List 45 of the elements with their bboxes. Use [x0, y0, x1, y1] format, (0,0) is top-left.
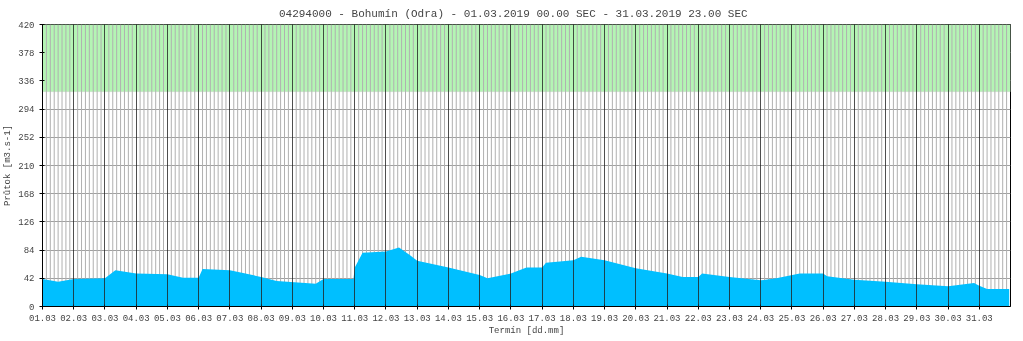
x-axis-title: Termín [dd.mm]	[488, 325, 565, 336]
y-tick-label: 378	[18, 48, 35, 59]
x-tick-label: 29.03	[903, 313, 931, 324]
x-tick-label: 11.03	[341, 313, 369, 324]
x-tick-label: 28.03	[872, 313, 900, 324]
x-tick-label: 08.03	[247, 313, 275, 324]
x-tick-label: 18.03	[559, 313, 587, 324]
y-tick-label: 42	[23, 274, 35, 285]
x-tick-label: 09.03	[278, 313, 306, 324]
x-tick-label: 21.03	[653, 313, 681, 324]
x-tick-label: 17.03	[528, 313, 556, 324]
x-tick-label: 02.03	[60, 313, 88, 324]
y-tick-label: 294	[18, 105, 35, 116]
x-tick-label: 22.03	[684, 313, 712, 324]
x-tick-label: 07.03	[216, 313, 244, 324]
x-tick-label: 27.03	[840, 313, 868, 324]
x-tick-label: 15.03	[466, 313, 494, 324]
y-tick-label: 252	[18, 133, 35, 144]
x-tick-label: 26.03	[809, 313, 837, 324]
x-tick-label: 05.03	[153, 313, 181, 324]
y-tick-label: 126	[18, 217, 35, 228]
x-tick-label: 14.03	[434, 313, 462, 324]
x-tick-label: 31.03	[965, 313, 993, 324]
x-tick-label: 30.03	[934, 313, 962, 324]
x-tick-label: 25.03	[778, 313, 806, 324]
y-tick-label: 84	[23, 246, 35, 257]
x-tick-label: 16.03	[497, 313, 525, 324]
x-tick-label: 06.03	[185, 313, 213, 324]
x-tick-label: 23.03	[715, 313, 743, 324]
x-tick-label: 20.03	[622, 313, 650, 324]
x-tick-label: 12.03	[372, 313, 400, 324]
y-axis-title: Průtok [m3.s-1]	[3, 124, 14, 207]
chart-title: 04294000 - Bohumín (Odra) - 01.03.2019 00.00 SEC - 31.03.2019 23.00 SEC	[278, 7, 749, 20]
y-tick-label: 168	[18, 189, 35, 200]
y-tick-label: 336	[18, 76, 35, 87]
x-tick-label: 01.03	[29, 313, 57, 324]
x-tick-label: 13.03	[403, 313, 431, 324]
x-tick-label: 03.03	[91, 313, 119, 324]
x-tick-label: 24.03	[747, 313, 775, 324]
y-tick-label: 420	[18, 20, 35, 31]
x-tick-label: 19.03	[591, 313, 619, 324]
x-tick-label: 04.03	[122, 313, 150, 324]
y-tick-label: 210	[18, 161, 35, 172]
x-tick-label: 10.03	[310, 313, 338, 324]
y-tick-label: 0	[29, 302, 35, 313]
